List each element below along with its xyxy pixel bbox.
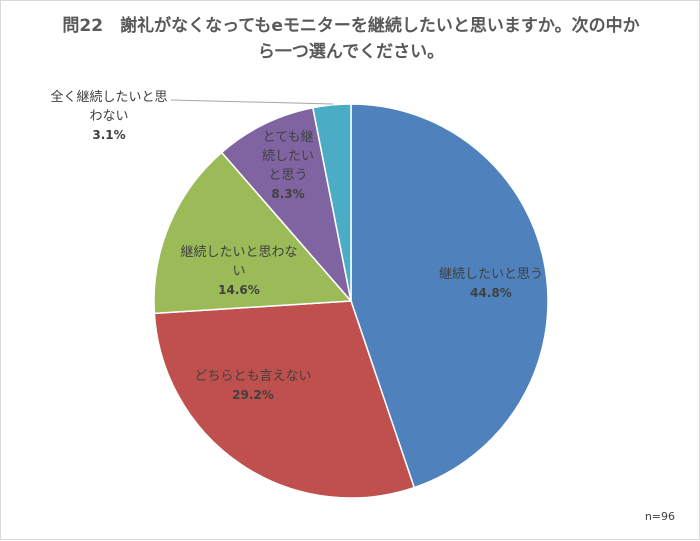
slice-label-4-text-3: と思う (268, 168, 308, 183)
slice-label-5: 全く継続したいと思 わない 3.1% (34, 88, 184, 145)
slice-label-3-text-1: 継続したいと思わな (180, 244, 298, 260)
slice-value-label-1: 44.8% (470, 286, 512, 300)
pie-slice-3 (153, 151, 353, 315)
sample-size-note: n=96 (644, 510, 675, 523)
pie-slice-4 (220, 106, 353, 304)
slice-value-label-3: 14.6% (218, 282, 260, 297)
pie-slice-1 (350, 103, 549, 489)
slice-label-5-text-1: 全く継続したいと思 (50, 89, 168, 105)
slice-label-2-text-1: どちらとも言えない (194, 369, 312, 384)
slice-label-4-text-2: 続したい (261, 149, 314, 164)
slice-label-4: とても継続したいと思う 8.3% (248, 128, 328, 204)
slice-value-label-4: 8.3% (271, 187, 305, 201)
slice-value-label-2: 29.2% (232, 388, 274, 402)
slice-label-1: 継続したいと思う 44.8% (421, 265, 561, 303)
chart-title: 問22 謝礼がなくなってもeモニターを継続したいと思いますか。次の中か ら一つ選… (61, 13, 641, 65)
leader-line-slice-5 (170, 99, 334, 105)
slice-label-5-text-2: わない (89, 108, 129, 124)
slice-label-4-text-1: とても継 (262, 130, 314, 145)
slice-label-1-text-1: 継続したいと思う (438, 267, 543, 282)
slice-label-3-text-2: い (232, 263, 246, 279)
pie-slice-2 (153, 300, 416, 499)
slice-label-3: 継続したいと思わない 14.6% (164, 243, 314, 300)
chart-title-line-1: 問22 謝礼がなくなってもeモニターを継続したいと思いますか。次の中か (62, 16, 640, 36)
pie-slice-5 (311, 103, 352, 302)
slice-label-2: どちらとも言えない 29.2% (173, 367, 333, 405)
slice-value-label-5: 3.1% (92, 127, 126, 142)
chart-title-line-2: ら一つ選んでください。 (257, 42, 445, 62)
